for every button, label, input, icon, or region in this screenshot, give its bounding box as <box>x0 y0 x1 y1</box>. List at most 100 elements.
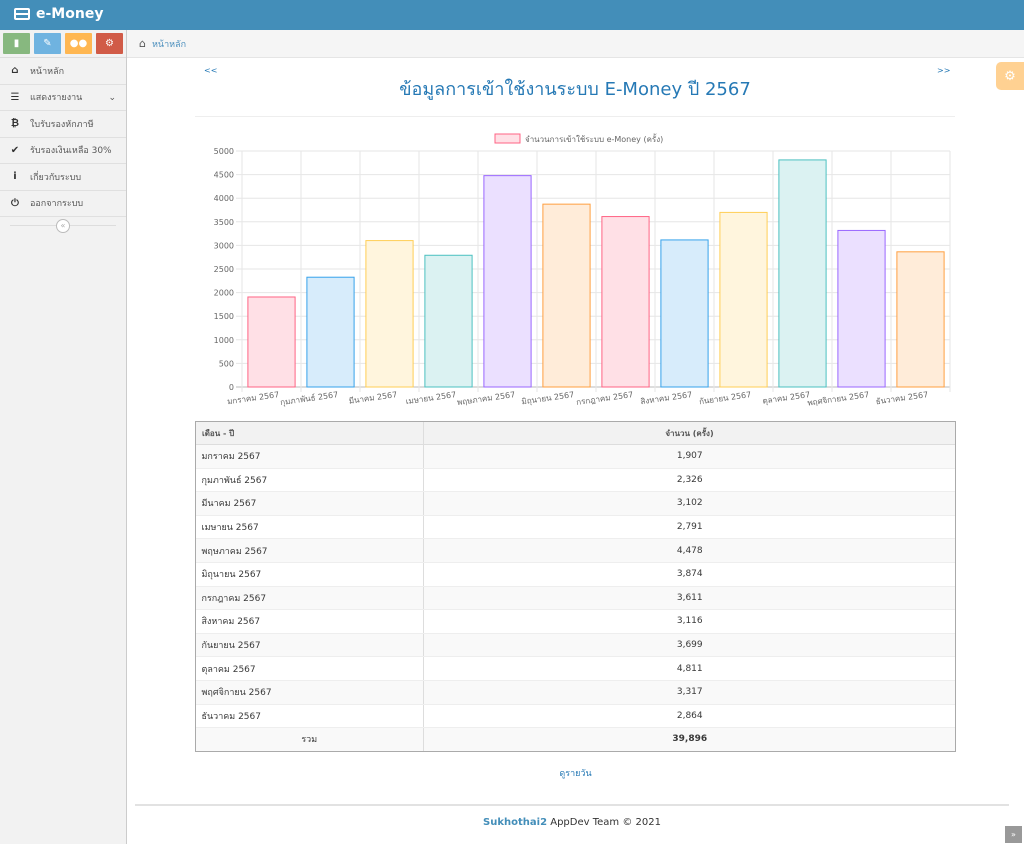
count-cell: 2,864 <box>423 704 956 729</box>
sidebar-item-label: แสดงรายงาน <box>30 93 83 104</box>
count-cell: 3,611 <box>423 586 956 611</box>
count-cell: 2,326 <box>423 468 956 493</box>
legend-swatch <box>494 133 521 144</box>
bar <box>719 211 768 388</box>
table-row: มกราคม 2567 1,907 <box>195 444 956 469</box>
count-cell: 3,874 <box>423 562 956 587</box>
x-tick-label: เมษายน 2567 <box>405 390 457 406</box>
table-row: กุมภาพันธ์ 2567 2,326 <box>195 468 956 493</box>
count-cell: 4,478 <box>423 538 956 563</box>
month-cell: ธันวาคม 2567 <box>195 704 424 729</box>
bar <box>424 254 473 388</box>
sidebar-item-label: หน้าหลัก <box>30 66 65 77</box>
table-row: สิงหาคม 2567 3,116 <box>195 609 956 634</box>
sidebar-collapse-button[interactable]: « <box>56 219 70 233</box>
breadcrumb: ⌂ หน้าหลัก <box>127 30 1024 58</box>
x-tick-label: กุมภาพันธ์ 2567 <box>280 389 339 407</box>
month-cell: ตุลาคม 2567 <box>195 656 424 681</box>
sidebar-item-reports[interactable]: ☰ แสดงรายงาน ⌄ <box>0 85 126 111</box>
month-cell: กันยายน 2567 <box>195 633 424 658</box>
month-cell: มกราคม 2567 <box>195 444 424 469</box>
power-icon: ⏻ <box>11 197 19 209</box>
month-cell: พฤศจิกายน 2567 <box>195 680 424 705</box>
users-shortcut-button[interactable]: ●● <box>65 33 92 54</box>
y-tick-label: 3000 <box>214 241 234 250</box>
count-cell: 3,317 <box>423 680 956 705</box>
table-header-row: เดือน - ปี จำนวน (ครั้ง) <box>195 421 956 445</box>
sidebar-item-label: เกี่ยวกับระบบ <box>30 172 82 183</box>
month-cell: พฤษภาคม 2567 <box>195 538 424 563</box>
table-row: กรกฎาคม 2567 3,611 <box>195 586 956 611</box>
app-title: e-Money <box>36 6 104 22</box>
sidebar-collapse-row: « <box>0 217 126 235</box>
users-icon: ●● <box>69 38 88 49</box>
breadcrumb-home-link[interactable]: หน้าหลัก <box>151 39 187 50</box>
y-tick-label: 2000 <box>214 289 234 298</box>
credit-card-icon <box>14 8 30 20</box>
x-tick-label: พฤศจิกายน 2567 <box>807 390 870 408</box>
x-tick-label: ธันวาคม 2567 <box>875 390 929 406</box>
y-tick-label: 2500 <box>214 265 234 274</box>
sidebar-item-tax-certificate[interactable]: ₿ ใบรับรองหักภาษี <box>0 111 126 138</box>
month-cell: มิถุนายน 2567 <box>195 562 424 587</box>
count-cell: 3,116 <box>423 609 956 634</box>
total-label: รวม <box>195 727 424 752</box>
usage-table: เดือน - ปี จำนวน (ครั้ง) มกราคม 2567 1,90… <box>195 421 956 752</box>
footer-divider <box>135 804 1009 806</box>
table-row: เมษายน 2567 2,791 <box>195 515 956 540</box>
edit-shortcut-button[interactable]: ✎ <box>34 33 61 54</box>
x-tick-label: กันยายน 2567 <box>698 390 751 406</box>
y-tick-label: 4000 <box>214 194 234 203</box>
settings-shortcut-button[interactable]: ⚙ <box>96 33 123 54</box>
x-tick-label: กรกฎาคม 2567 <box>576 390 634 407</box>
double-chevron-up-icon: » <box>1011 830 1016 839</box>
x-tick-label: มกราคม 2567 <box>227 390 280 406</box>
column-header-month: เดือน - ปี <box>195 421 424 445</box>
pencil-icon: ✎ <box>43 38 52 49</box>
table-row: มีนาคม 2567 3,102 <box>195 491 956 516</box>
bar <box>601 216 650 388</box>
next-year-link[interactable]: >> <box>937 66 951 75</box>
y-tick-label: 0 <box>229 383 234 392</box>
table-total-row: รวม 39,896 <box>195 727 956 752</box>
count-cell: 3,102 <box>423 491 956 516</box>
footer: Sukhothai2 AppDev Team © 2021 <box>135 817 1009 828</box>
sidebar-item-logout[interactable]: ⏻ ออกจากระบบ <box>0 191 126 217</box>
scroll-to-top-button[interactable]: » <box>1005 826 1022 843</box>
app-brand[interactable]: e-Money <box>14 6 103 22</box>
chevron-down-icon: ⌄ <box>108 92 116 103</box>
previous-year-link[interactable]: << <box>204 66 218 75</box>
bar <box>365 240 414 388</box>
bar <box>483 175 532 388</box>
sidebar-item-home[interactable]: ⌂ หน้าหลัก <box>0 58 126 85</box>
count-cell: 3,699 <box>423 633 956 658</box>
table-row: พฤศจิกายน 2567 3,317 <box>195 680 956 705</box>
x-tick-label: มีนาคม 2567 <box>348 390 398 406</box>
sidebar-item-about[interactable]: i เกี่ยวกับระบบ <box>0 164 126 191</box>
bar <box>306 276 355 388</box>
count-cell: 4,811 <box>423 656 956 681</box>
table-row: ตุลาคม 2567 4,811 <box>195 656 956 681</box>
sidebar-item-label: ใบรับรองหักภาษี <box>30 119 94 130</box>
y-tick-label: 500 <box>219 359 234 368</box>
sidebar-item-label: รับรองเงินเหลือ 30% <box>30 146 112 157</box>
x-tick-label: พฤษภาคม 2567 <box>456 390 515 407</box>
month-cell: กุมภาพันธ์ 2567 <box>195 468 424 493</box>
month-cell: มีนาคม 2567 <box>195 491 424 516</box>
y-tick-label: 3500 <box>214 218 234 227</box>
daily-view-link[interactable]: ดูรายวัน <box>559 769 592 779</box>
ace-settings-button[interactable]: ⚙ <box>996 62 1024 90</box>
divider <box>195 116 955 117</box>
x-tick-label: มิถุนายน 2567 <box>521 390 575 406</box>
total-value: 39,896 <box>423 727 956 752</box>
check-icon: ✔ <box>10 144 20 156</box>
table-row: ธันวาคม 2567 2,864 <box>195 704 956 729</box>
sidebar-item-certify-30[interactable]: ✔ รับรองเงินเหลือ 30% <box>0 138 126 164</box>
column-header-count: จำนวน (ครั้ง) <box>423 421 956 445</box>
signal-icon: ▮ <box>13 38 20 49</box>
count-cell: 1,907 <box>423 444 956 469</box>
sidebar: ▮ ✎ ●● ⚙ ⌂ หน้าหลัก ☰ แสดงรายงาน ⌄ ₿ ใบร… <box>0 30 127 844</box>
bar <box>660 239 709 388</box>
chart-shortcut-button[interactable]: ▮ <box>3 33 30 54</box>
list-icon: ☰ <box>10 91 20 103</box>
